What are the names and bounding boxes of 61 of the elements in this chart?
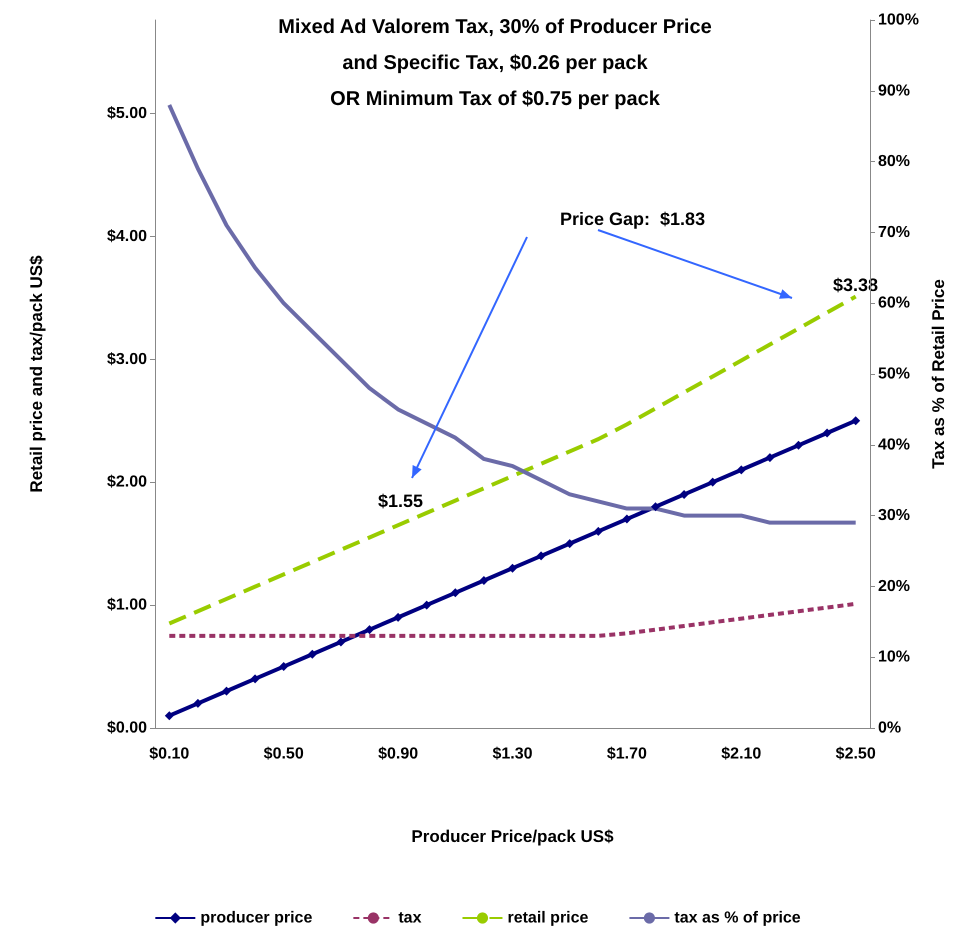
point bbox=[250, 674, 260, 684]
point bbox=[336, 637, 346, 646]
point bbox=[450, 588, 460, 598]
point bbox=[479, 576, 488, 585]
text: Mixed Ad Valorem Tax, 30% of Producer Price and Specific Tax, $0.26 per pack OR Minimum Tax of $0.75 per pack bbox=[278, 16, 712, 110]
line-series bbox=[167, 294, 858, 626]
point bbox=[794, 440, 803, 450]
point bbox=[708, 478, 718, 487]
y2-tick-label: 30% bbox=[878, 507, 910, 524]
y-axis-title: Retail price and tax/pack US$ bbox=[27, 254, 46, 493]
point bbox=[422, 600, 432, 610]
x-axis-title: Producer Price/pack US$ bbox=[411, 827, 614, 846]
legend-label: retail price bbox=[507, 910, 589, 926]
y2-tick-label: 50% bbox=[878, 366, 910, 382]
point bbox=[536, 551, 546, 560]
x-tick-label: $0.50 bbox=[264, 746, 304, 762]
y2-tick-label: 0% bbox=[878, 720, 902, 736]
y-tick-label: $5.00 bbox=[106, 104, 148, 122]
point bbox=[851, 416, 860, 426]
y2-tick-label: 80% bbox=[878, 153, 910, 170]
point bbox=[651, 502, 660, 512]
point bbox=[365, 625, 374, 634]
y2-tick-label: 90% bbox=[878, 82, 910, 100]
x-tick-label: $1.30 bbox=[492, 746, 533, 762]
y-tick-label: $2.00 bbox=[106, 474, 148, 491]
y-tick-label: $0.00 bbox=[106, 720, 148, 736]
x-tick-label: $2.10 bbox=[721, 746, 762, 762]
point bbox=[193, 698, 202, 708]
point bbox=[622, 514, 632, 524]
legend-label: tax bbox=[398, 910, 422, 926]
y-tick-label: $4.00 bbox=[106, 228, 148, 245]
legend-label: tax as % of price bbox=[674, 910, 801, 926]
y2-tick-label: 20% bbox=[878, 578, 910, 595]
point bbox=[222, 686, 231, 696]
annotation: $3.38 bbox=[833, 275, 878, 295]
y2-tick-label: 10% bbox=[878, 648, 910, 666]
point bbox=[308, 650, 317, 659]
point bbox=[394, 612, 403, 622]
point bbox=[565, 539, 574, 548]
point bbox=[508, 564, 517, 573]
annotation: $1.55 bbox=[378, 491, 424, 511]
y2-tick-label: 100% bbox=[878, 12, 919, 28]
x-tick-label: $0.10 bbox=[149, 746, 190, 762]
x-tick-label: $0.90 bbox=[378, 746, 418, 762]
point bbox=[279, 662, 288, 672]
annotation: Price Gap: $1.83 bbox=[560, 209, 706, 229]
point bbox=[765, 453, 774, 462]
legend-label: producer price bbox=[200, 910, 312, 926]
y-tick-label: $3.00 bbox=[106, 350, 148, 368]
point bbox=[822, 428, 832, 438]
y2-tick-label: 40% bbox=[878, 436, 910, 454]
point bbox=[736, 465, 746, 474]
y2-tick-label: 70% bbox=[878, 224, 910, 241]
point bbox=[164, 711, 174, 720]
y-tick-label: $1.00 bbox=[106, 596, 148, 614]
point bbox=[594, 526, 603, 536]
x-tick-label: $1.70 bbox=[606, 746, 648, 762]
point bbox=[680, 490, 689, 499]
y2-axis-title: Tax as % of Retail Price bbox=[928, 279, 948, 469]
x-tick-label: $2.50 bbox=[836, 746, 876, 762]
y2-tick-label: 60% bbox=[878, 294, 910, 312]
